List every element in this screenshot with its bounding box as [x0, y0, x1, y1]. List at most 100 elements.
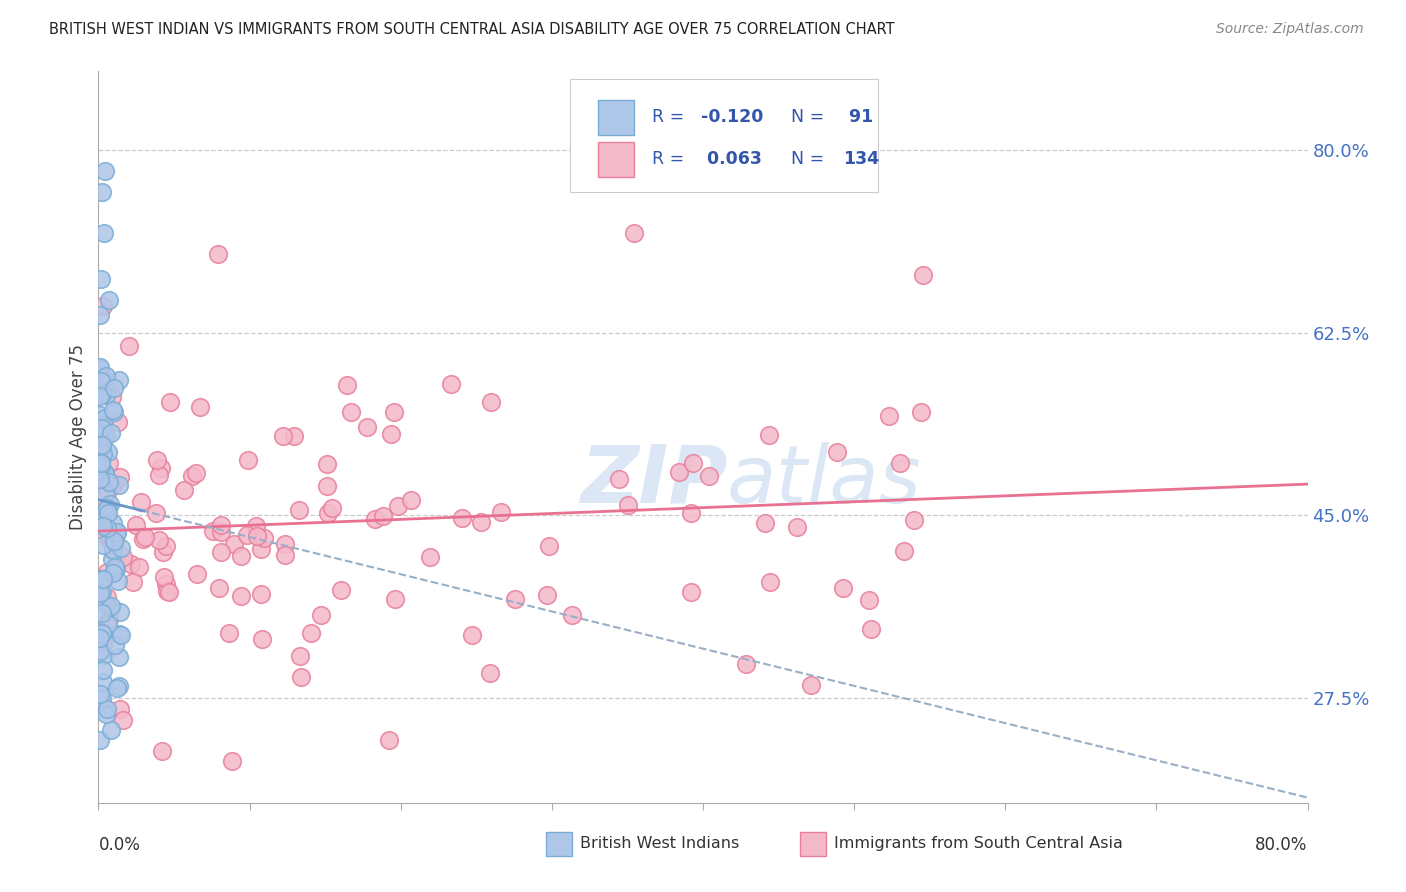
Text: R =: R = — [652, 150, 690, 168]
Point — [202, 524, 225, 538]
Text: Immigrants from South Central Asia: Immigrants from South Central Asia — [834, 836, 1122, 851]
Point — [108, 478, 131, 492]
Point — [112, 713, 135, 727]
Point — [148, 533, 170, 547]
Bar — [800, 832, 827, 856]
Point — [91, 300, 114, 314]
Point — [831, 581, 853, 595]
Point — [100, 599, 122, 614]
Point — [96, 521, 118, 535]
Text: 134: 134 — [844, 150, 879, 168]
Text: N =: N = — [792, 109, 830, 127]
Point — [231, 590, 253, 604]
Point — [903, 513, 925, 527]
Point — [222, 537, 245, 551]
Point — [146, 453, 169, 467]
Point — [186, 566, 208, 581]
Point — [100, 723, 122, 737]
Point — [623, 227, 645, 241]
Text: British West Indians: British West Indians — [579, 836, 740, 851]
Point — [100, 552, 122, 566]
Bar — [546, 832, 572, 856]
Point — [103, 382, 125, 396]
Point — [90, 515, 112, 529]
Point — [209, 545, 232, 559]
Point — [89, 415, 111, 429]
Point — [110, 628, 132, 642]
Point — [209, 524, 232, 539]
Point — [440, 377, 463, 392]
Point — [90, 573, 112, 587]
Point — [91, 626, 114, 640]
Point — [89, 435, 111, 450]
Point — [218, 625, 240, 640]
Point — [180, 468, 202, 483]
Point — [155, 576, 177, 591]
FancyBboxPatch shape — [569, 78, 879, 192]
Point — [288, 502, 311, 516]
Point — [91, 572, 114, 586]
Point — [90, 456, 112, 470]
Point — [90, 421, 112, 435]
Point — [97, 506, 120, 520]
Point — [89, 309, 111, 323]
Point — [93, 648, 115, 662]
Point — [668, 465, 690, 479]
Point — [877, 409, 900, 423]
Point — [90, 691, 112, 706]
Point — [536, 588, 558, 602]
Point — [110, 541, 132, 556]
Point — [249, 587, 271, 601]
Text: 80.0%: 80.0% — [1256, 836, 1308, 854]
Point — [104, 560, 127, 574]
Point — [105, 681, 128, 696]
Point — [188, 400, 211, 414]
Point — [315, 478, 337, 492]
Point — [329, 582, 352, 597]
Point — [274, 549, 297, 563]
Point — [382, 405, 405, 419]
Point — [91, 512, 114, 526]
Point — [91, 527, 114, 541]
Point — [97, 483, 120, 498]
Point — [89, 516, 111, 531]
Point — [90, 375, 112, 389]
Point — [90, 185, 112, 199]
Point — [108, 605, 131, 619]
Point — [249, 541, 271, 556]
Point — [679, 506, 702, 520]
Point — [100, 390, 122, 404]
Point — [91, 371, 114, 385]
Point — [108, 627, 131, 641]
Point — [271, 429, 294, 443]
Point — [149, 460, 172, 475]
Point — [245, 519, 267, 533]
Point — [96, 501, 118, 516]
Point — [93, 227, 115, 241]
Text: ZIP: ZIP — [579, 442, 727, 520]
Point — [89, 631, 111, 645]
Point — [91, 418, 114, 433]
Point — [152, 569, 174, 583]
Point — [94, 411, 117, 425]
Point — [759, 574, 782, 589]
Point — [356, 420, 378, 434]
Point — [371, 508, 394, 523]
Point — [754, 516, 776, 530]
Point — [97, 600, 120, 615]
Point — [173, 483, 195, 498]
Point — [104, 533, 127, 548]
Point — [184, 466, 207, 480]
Point — [335, 377, 357, 392]
Point — [103, 405, 125, 419]
Point — [91, 537, 114, 551]
Point — [91, 664, 114, 678]
Point — [148, 468, 170, 483]
Point — [387, 499, 409, 513]
Point — [910, 405, 932, 419]
Point — [478, 666, 501, 681]
Point — [479, 394, 502, 409]
Point — [889, 456, 911, 470]
Point — [94, 429, 117, 443]
Point — [108, 374, 131, 388]
